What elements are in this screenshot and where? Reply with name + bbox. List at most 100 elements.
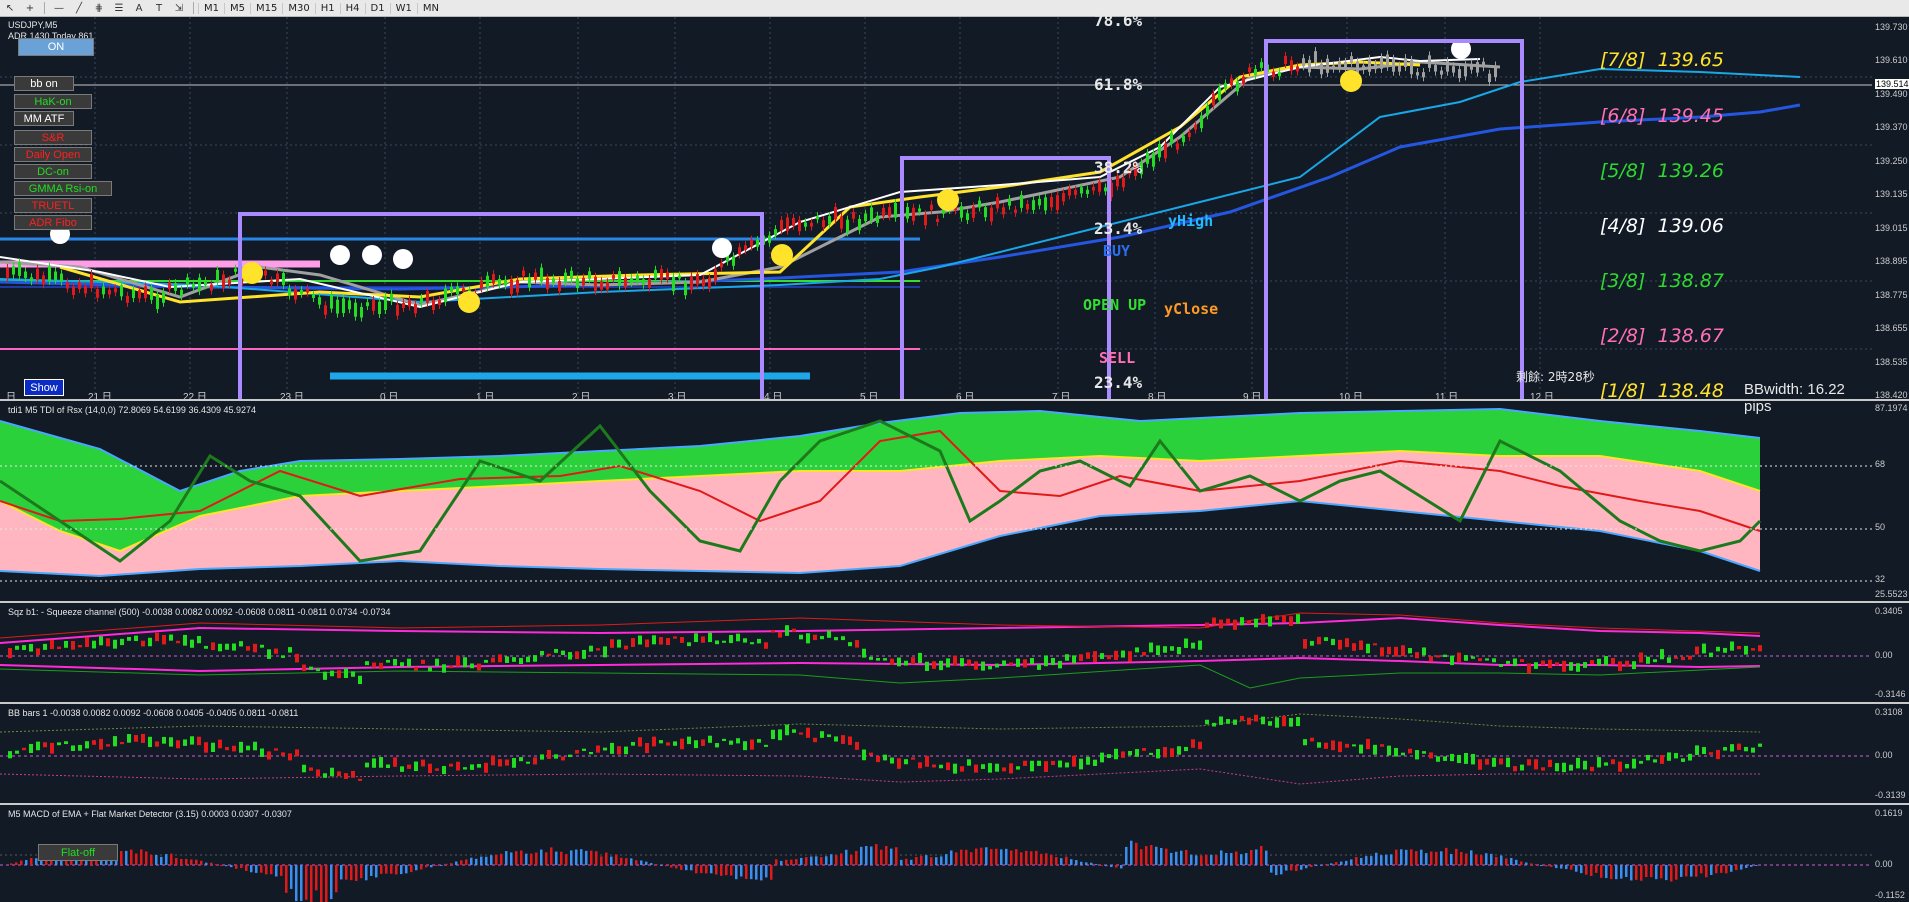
oscillator-candle <box>1681 656 1685 661</box>
mm-atf-button[interactable]: MM ATF <box>14 111 74 126</box>
oscillator-candle <box>547 653 551 656</box>
oscillator-candle <box>8 648 12 659</box>
macd-bar <box>505 851 508 865</box>
oscillator-candle <box>1030 760 1034 772</box>
oscillator-candle <box>729 634 733 644</box>
oscillator-candle <box>988 763 992 773</box>
oscillator-candle <box>904 759 908 765</box>
murrey-level-3: [3/8] 138.87 <box>1600 270 1724 292</box>
channel-icon[interactable]: ☰ <box>114 2 124 14</box>
show-button[interactable]: Show <box>24 379 64 396</box>
macd-bar <box>945 854 948 865</box>
text-icon[interactable]: A <box>135 2 143 14</box>
truetl-button[interactable]: TRUETL <box>14 198 92 213</box>
oscillator-candle <box>1338 639 1342 650</box>
oscillator-candle <box>1261 614 1265 624</box>
crosshair-icon[interactable]: + <box>25 2 35 14</box>
oscillator-candle <box>1737 645 1741 650</box>
macd-bar <box>675 865 678 869</box>
daily-open-button[interactable]: Daily Open <box>14 147 92 162</box>
oscillator-candle <box>1625 660 1629 667</box>
oscillator-candle <box>568 652 572 660</box>
cursor-icon[interactable]: ↖ <box>5 2 15 14</box>
fibo-icon[interactable]: ⋕ <box>94 2 104 14</box>
arrow-icon[interactable]: ⇲ <box>174 2 184 14</box>
timeframe-m30[interactable]: M30 <box>282 2 314 14</box>
macd-bar <box>190 859 193 865</box>
oscillator-candle <box>1212 722 1216 727</box>
timeframe-mn[interactable]: MN <box>416 2 444 14</box>
macd-bar <box>1240 854 1243 865</box>
tdi-panel[interactable]: tdi1 M5 TDI of Rsx (14,0,0) 72.8069 54.6… <box>0 401 1872 601</box>
on-button[interactable]: ON <box>18 38 94 56</box>
horizontal-line-icon[interactable]: — <box>54 2 64 14</box>
timeframe-w1[interactable]: W1 <box>389 2 417 14</box>
macd-bar <box>1140 849 1143 865</box>
dc-toggle-button[interactable]: DC-on <box>14 164 92 179</box>
main-chart-panel[interactable]: USDJPY,M5 ADR 1430 Today 861 ON bb on Ha… <box>0 11 1872 415</box>
adr-fibo-button[interactable]: ADR Fibo <box>14 215 92 230</box>
macd-bar <box>695 865 698 874</box>
oscillator-candle <box>1639 760 1643 764</box>
panel-separator[interactable] <box>0 601 1909 603</box>
macd-bar <box>450 863 453 865</box>
bb-toggle-button[interactable]: bb on <box>14 76 74 91</box>
oscillator-candle <box>820 731 824 738</box>
oscillator-candle <box>1506 757 1510 768</box>
macd-bar <box>930 857 933 865</box>
oscillator-candle <box>533 757 537 765</box>
timeframe-m15[interactable]: M15 <box>250 2 282 14</box>
sr-toggle-button[interactable]: S&R <box>14 130 92 145</box>
macd-bar <box>1580 865 1583 874</box>
macd-bar <box>1040 853 1043 865</box>
timeframe-d1[interactable]: D1 <box>364 2 390 14</box>
timeframe-m5[interactable]: M5 <box>224 2 250 14</box>
trendline-icon[interactable]: ╱ <box>75 2 83 14</box>
gmma-rsi-button[interactable]: GMMA Rsi-on <box>14 181 112 196</box>
oscillator-candle <box>1156 749 1160 759</box>
macd-bar <box>1165 848 1168 865</box>
oscillator-candle <box>1646 656 1650 664</box>
macd-bar <box>25 860 28 865</box>
oscillator-candle <box>456 761 460 771</box>
macd-bar <box>1345 860 1348 865</box>
oscillator-candle <box>386 764 390 769</box>
hak-toggle-button[interactable]: HaK-on <box>14 94 92 109</box>
panel-separator[interactable] <box>0 399 1909 401</box>
oscillator-candle <box>652 736 656 747</box>
oscillator-candle <box>1576 757 1580 769</box>
oscillator-candle <box>610 639 614 648</box>
panel-separator[interactable] <box>0 803 1909 805</box>
oscillator-candle <box>687 736 691 745</box>
squeeze-tick: 0.00 <box>1875 650 1893 660</box>
oscillator-candle <box>505 759 509 766</box>
timeframe-m1[interactable]: M1 <box>198 2 224 14</box>
oscillator-candle <box>1394 747 1398 757</box>
oscillator-candle <box>155 632 159 642</box>
timeframe-h1[interactable]: H1 <box>314 2 340 14</box>
label-icon[interactable]: T <box>155 2 163 14</box>
oscillator-candle <box>610 742 614 754</box>
oscillator-candle <box>183 739 187 746</box>
oscillator-candle <box>113 639 117 649</box>
macd-bar <box>125 850 128 865</box>
timeframe-h4[interactable]: H4 <box>339 2 365 14</box>
oscillator-candle <box>1156 645 1160 656</box>
macd-panel[interactable]: M5 MACD of EMA + Flat Market Detector (3… <box>0 805 1872 902</box>
macd-bar <box>1155 846 1158 865</box>
macd-bar <box>1570 865 1573 870</box>
price-tick: 139.730 <box>1875 22 1908 32</box>
oscillator-candle <box>1128 751 1132 756</box>
squeeze-panel[interactable]: Sqz b1: - Squeeze channel (500) -0.0038 … <box>0 603 1872 702</box>
oscillator-candle <box>792 729 796 733</box>
oscillator-candle <box>358 778 362 781</box>
bb-bars-panel[interactable]: BB bars 1 -0.0038 0.0082 0.0092 -0.0608 … <box>0 704 1872 803</box>
oscillator-candle <box>337 670 341 679</box>
macd-bar <box>1110 865 1113 868</box>
macd-bar <box>1560 865 1563 869</box>
macd-bar <box>1715 865 1718 874</box>
murrey-level-6: [6/8] 139.45 <box>1600 105 1724 127</box>
flat-toggle-button[interactable]: Flat-off <box>38 844 118 861</box>
macd-bar <box>1060 858 1063 865</box>
panel-separator[interactable] <box>0 702 1909 704</box>
